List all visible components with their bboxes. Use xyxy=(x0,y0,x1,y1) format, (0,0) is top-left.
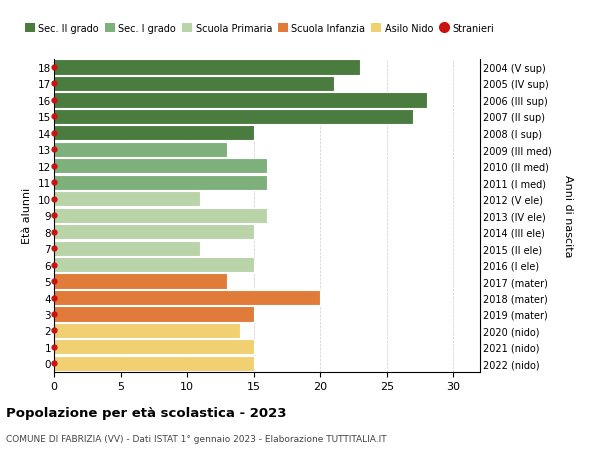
Bar xyxy=(54,356,254,371)
Text: Popolazione per età scolastica - 2023: Popolazione per età scolastica - 2023 xyxy=(6,406,287,419)
Bar xyxy=(54,323,241,338)
Text: COMUNE DI FABRIZIA (VV) - Dati ISTAT 1° gennaio 2023 - Elaborazione TUTTITALIA.I: COMUNE DI FABRIZIA (VV) - Dati ISTAT 1° … xyxy=(6,434,386,443)
Bar xyxy=(54,340,254,355)
Bar xyxy=(54,159,267,174)
Bar xyxy=(54,126,254,141)
Bar xyxy=(54,241,200,256)
Bar xyxy=(54,77,334,92)
Bar xyxy=(54,307,254,322)
Bar xyxy=(54,175,267,190)
Bar xyxy=(54,208,267,223)
Bar xyxy=(54,257,254,273)
Y-axis label: Età alunni: Età alunni xyxy=(22,188,32,244)
Bar xyxy=(54,224,254,240)
Bar xyxy=(54,60,360,75)
Bar xyxy=(54,274,227,289)
Bar xyxy=(54,192,200,207)
Bar xyxy=(54,110,413,125)
Bar xyxy=(54,290,320,305)
Y-axis label: Anni di nascita: Anni di nascita xyxy=(563,174,572,257)
Legend: Sec. II grado, Sec. I grado, Scuola Primaria, Scuola Infanzia, Asilo Nido, Stran: Sec. II grado, Sec. I grado, Scuola Prim… xyxy=(25,24,494,34)
Bar xyxy=(54,93,427,108)
Bar xyxy=(54,142,227,157)
